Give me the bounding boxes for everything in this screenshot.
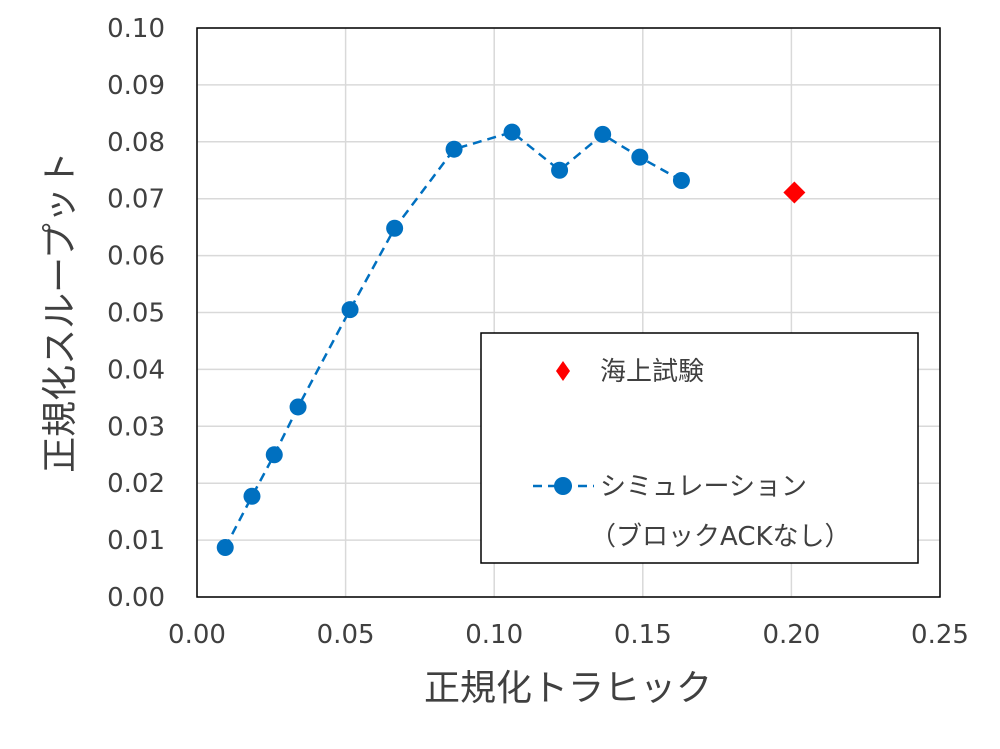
y-tick-label: 0.05	[107, 299, 165, 329]
legend-box	[480, 332, 919, 564]
x-tick-label: 0.00	[168, 620, 226, 650]
x-tick-label: 0.25	[911, 620, 969, 650]
x-tick-label: 0.05	[317, 620, 375, 650]
simulation-point	[445, 140, 463, 158]
x-tick-labels: 0.00 0.05 0.10 0.15 0.20 0.25	[168, 620, 969, 650]
legend-marker-simulation	[554, 477, 572, 495]
simulation-point	[289, 398, 307, 416]
y-tick-labels: 0.00 0.01 0.02 0.03 0.04 0.05 0.06 0.07 0.08 0.09…	[107, 14, 165, 613]
x-tick-label: 0.15	[614, 620, 672, 650]
simulation-point	[386, 219, 404, 237]
data-series	[216, 123, 806, 556]
y-tick-label: 0.01	[107, 526, 165, 556]
sea-trial-point	[783, 181, 806, 204]
simulation-point	[631, 148, 649, 166]
simulation-point	[216, 538, 234, 556]
legend-marker-sea-trial	[556, 361, 570, 381]
y-tick-label: 0.03	[107, 412, 165, 442]
y-tick-label: 0.06	[107, 242, 165, 272]
y-tick-label: 0.07	[107, 185, 165, 215]
simulation-point	[503, 123, 521, 141]
simulation-point	[594, 125, 612, 143]
x-axis-title: 正規化トラヒック	[424, 668, 712, 709]
legend: 海上試験 シミュレーション （ブロックACKなし）	[480, 332, 919, 564]
x-tick-label: 0.10	[465, 620, 523, 650]
y-tick-label: 0.04	[107, 355, 165, 385]
y-axis-title: 正規化スループット	[40, 151, 81, 473]
legend-label-simulation-note: （ブロックACKなし）	[590, 522, 851, 552]
simulation-point	[672, 171, 690, 189]
y-tick-label: 0.02	[107, 469, 165, 499]
y-tick-label: 0.08	[107, 128, 165, 158]
y-tick-label: 0.09	[107, 71, 165, 101]
y-tick-label: 0.00	[107, 583, 165, 613]
y-tick-label: 0.10	[107, 14, 165, 44]
simulation-point	[243, 487, 261, 505]
legend-label-simulation: シミュレーション	[600, 472, 807, 502]
x-tick-label: 0.20	[762, 620, 820, 650]
simulation-point	[265, 446, 283, 464]
plot-area-border	[196, 27, 941, 598]
simulation-point	[341, 301, 359, 319]
legend-label-sea-trial: 海上試験	[600, 357, 704, 387]
simulation-point	[551, 161, 569, 179]
